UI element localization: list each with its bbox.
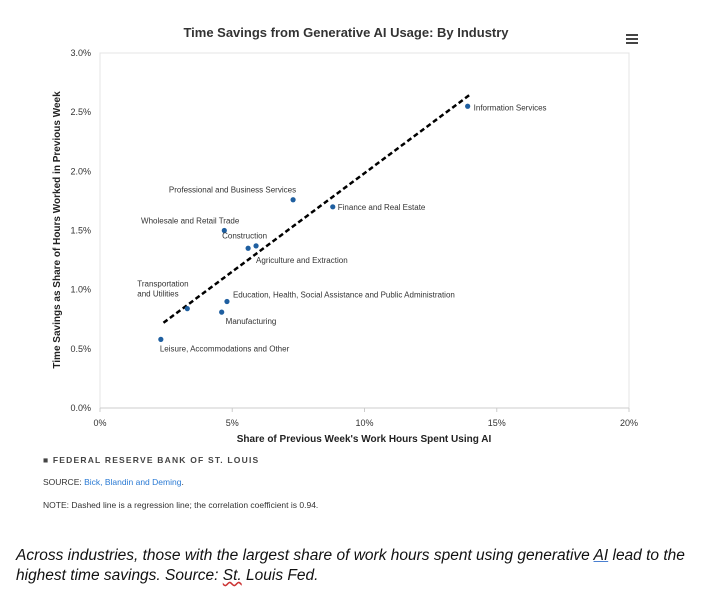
data-point — [330, 204, 336, 210]
chart-title: Time Savings from Generative AI Usage: B… — [183, 25, 509, 40]
data-point — [221, 227, 227, 234]
data-label: Agriculture and Extraction — [256, 256, 348, 265]
data-point — [290, 197, 296, 203]
y-axis-label: Time Savings as Share of Hours Worked in… — [52, 91, 63, 369]
data-point — [184, 306, 190, 312]
caption-ai: AI — [593, 547, 609, 564]
data-label: Professional and Business Services — [169, 186, 296, 195]
data-label: Construction — [222, 231, 267, 240]
data-label: Finance and Real Estate — [338, 203, 426, 212]
data-label: Manufacturing — [226, 317, 277, 326]
data-point — [219, 309, 225, 315]
source-label: SOURCE: — [43, 477, 85, 487]
note-line: NOTE: Dashed line is a regression line; … — [43, 500, 319, 510]
data-point — [245, 245, 251, 251]
x-axis-label: Share of Previous Week's Work Hours Spen… — [237, 434, 492, 445]
scatter-chart: Time Savings from Generative AI Usage: B… — [52, 25, 638, 445]
y-tick-label: 2.0% — [70, 166, 91, 176]
y-tick-label: 1.0% — [70, 285, 91, 295]
data-label: Leisure, Accommodations and Other — [160, 344, 290, 353]
caption: Across industries, those with the larges… — [16, 546, 714, 586]
data-point — [253, 243, 259, 249]
y-tick-label: 2.5% — [70, 107, 91, 117]
caption-text: Across industries, those with the larges… — [16, 547, 594, 564]
caption-st: St. — [222, 567, 242, 584]
plot-frame — [99, 52, 630, 409]
source-line: SOURCE: Bick, Blandin and Deming. — [43, 477, 184, 487]
y-tick-label: 1.5% — [70, 226, 91, 236]
x-tick-label: 0% — [93, 418, 106, 428]
caption-text-3: Louis Fed. — [241, 567, 319, 584]
brand-label: ■ FEDERAL RESERVE BANK OF ST. LOUIS — [43, 455, 260, 465]
hamburger-menu-icon[interactable] — [626, 32, 638, 46]
x-tick-label: 5% — [226, 418, 239, 428]
x-tick-label: 10% — [355, 418, 373, 428]
data-label: Education, Health, Social Assistance and… — [233, 291, 455, 300]
source-end: . — [181, 477, 184, 487]
y-tick-label: 3.0% — [70, 48, 91, 58]
brand-text: FEDERAL RESERVE BANK OF ST. LOUIS — [52, 455, 260, 465]
data-point — [158, 336, 164, 342]
data-point — [224, 298, 230, 305]
data-label: Information Services — [474, 103, 547, 112]
source-link[interactable]: Bick, Blandin and Deming — [84, 477, 182, 487]
data-label: Transportation and Utilities — [137, 280, 188, 299]
y-tick-label: 0.5% — [70, 344, 91, 354]
x-tick-label: 20% — [620, 418, 638, 428]
data-label: Wholesale and Retail Trade — [141, 217, 240, 226]
x-tick-label: 15% — [488, 418, 506, 428]
caption-text-2: lead to the highest time savings. Source… — [16, 547, 685, 584]
y-tick-label: 0.0% — [70, 403, 91, 413]
data-point — [465, 103, 471, 109]
